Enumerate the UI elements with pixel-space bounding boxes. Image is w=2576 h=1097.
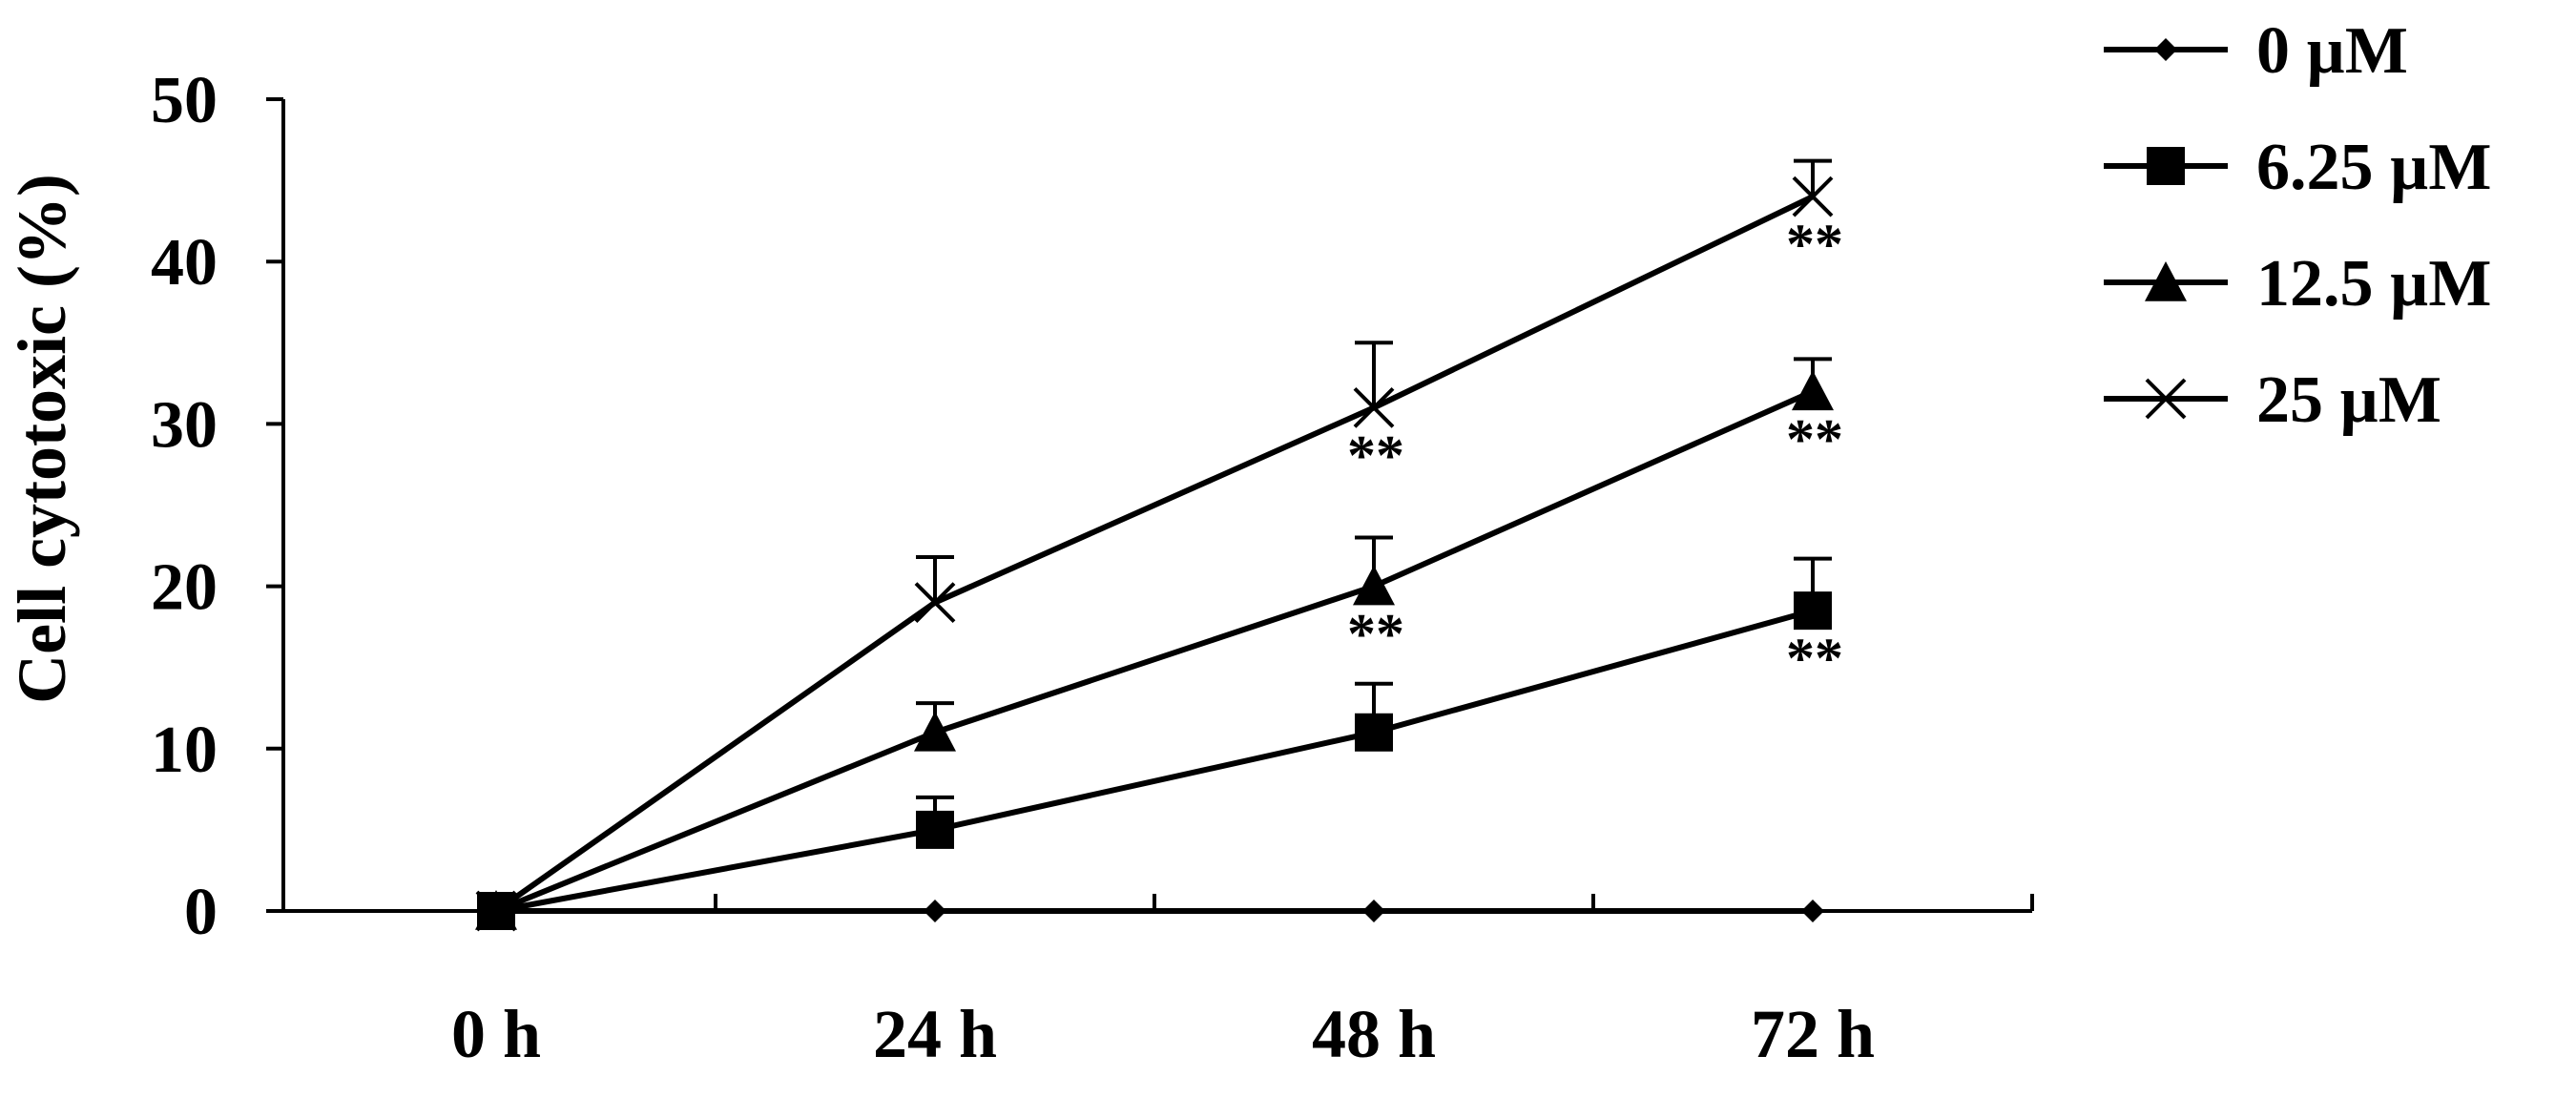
series-line [494,194,1815,914]
legend-label: 12.5 µM [2256,247,2491,321]
x-tick-label: 0 h [451,996,541,1072]
data-point [1792,176,1834,217]
y-tick-label: 0 [184,876,218,949]
series-group: ** ** ** ** ** [475,158,1843,932]
significance-label: ** [1786,407,1843,470]
legend-item: 12.5 µM [2104,247,2491,321]
data-point [924,900,946,922]
data-point [1792,370,1834,411]
x-tick-label: 48 h [1312,996,1436,1072]
significance-label: ** [1347,424,1404,486]
y-tick-label: 50 [151,64,218,137]
series-line [495,608,1814,914]
significance-label: ** [1347,603,1404,666]
legend-marker [2145,261,2187,301]
data-point [916,810,954,849]
legend: 0 µM 6.25 µM 12.5 µM 25 µM [2104,14,2491,437]
series-4: ** ** [475,158,1843,932]
data-point [1353,565,1395,606]
y-tick-label: 30 [151,388,218,462]
data-point [914,711,956,752]
series-line [494,388,1815,914]
legend-item: 25 µM [2104,363,2441,437]
x-axis-ticks: 0 h 24 h 48 h 72 h [281,894,2034,1072]
y-axis-title: Cell cytotoxic (%) [4,174,80,704]
legend-label: 6.25 µM [2256,131,2491,204]
legend-item: 0 µM [2104,14,2408,88]
y-tick-label: 20 [151,551,218,625]
legend-marker [2154,38,2177,61]
legend-label: 0 µM [2256,14,2408,88]
data-point [1355,713,1393,752]
legend-marker [2145,378,2187,420]
data-point [1362,900,1385,922]
data-point [1353,386,1395,428]
series-2: ** [477,556,1843,930]
data-point [1801,900,1824,922]
data-point [914,582,956,624]
x-tick-label: 24 h [873,996,997,1072]
y-tick-label: 10 [151,714,218,787]
series-3: ** ** [475,357,1843,930]
data-point [1794,591,1832,631]
legend-marker [2147,147,2185,185]
legend-item: 6.25 µM [2104,131,2491,204]
legend-label: 25 µM [2256,363,2441,437]
significance-label: ** [1786,627,1843,690]
significance-label: ** [1786,213,1843,276]
data-point [475,890,517,932]
x-tick-label: 72 h [1751,996,1875,1072]
y-tick-label: 40 [151,226,218,300]
y-axis-ticks: 0 10 20 30 40 50 [151,64,283,949]
